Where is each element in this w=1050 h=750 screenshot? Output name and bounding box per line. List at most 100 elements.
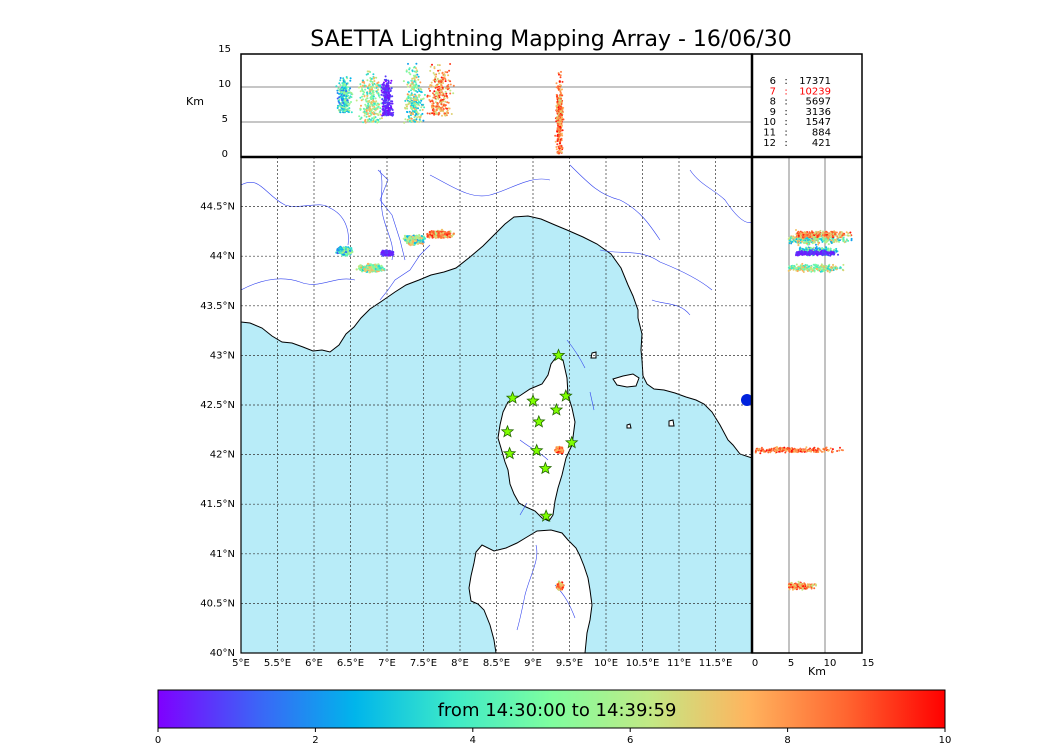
lightning-source-altitude-point	[374, 83, 377, 86]
lightning-source-altitude-point	[375, 104, 378, 107]
legend-source-count: 17371	[799, 76, 831, 87]
lightning-source-altitude-point	[415, 62, 418, 65]
lightning-source-side-point	[816, 248, 818, 250]
lightning-source-side-point	[829, 267, 832, 270]
legend-source-count: 5697	[806, 97, 831, 108]
lightning-source-altitude-point	[440, 88, 443, 91]
lightning-source-altitude-point	[374, 97, 377, 100]
lightning-source-altitude-point	[559, 127, 562, 130]
lightning-source-altitude-point	[557, 129, 560, 132]
lightning-source-altitude-point	[409, 112, 412, 115]
lightning-source-altitude-point	[370, 98, 373, 101]
lightning-source-side-point	[825, 265, 828, 268]
lightning-source-altitude-point	[558, 152, 560, 155]
lightning-source-altitude-point	[365, 110, 368, 113]
lightning-source-side-point	[849, 231, 852, 234]
lightning-source-altitude-point	[437, 85, 440, 88]
lightning-source-point	[404, 238, 407, 242]
lightning-source-point	[406, 235, 409, 238]
lightning-source-altitude-point	[410, 79, 413, 82]
lightning-source-side-point	[791, 236, 794, 239]
lightning-source-altitude-point	[350, 91, 353, 94]
lightning-source-side-point	[843, 241, 846, 244]
lightning-source-altitude-point	[446, 101, 449, 104]
lightning-source-altitude-point	[343, 110, 346, 113]
lightning-source-point	[370, 268, 373, 272]
lightning-source-altitude-point	[555, 82, 558, 85]
lightning-source-altitude-point	[415, 86, 418, 89]
lightning-source-altitude-point	[441, 106, 444, 109]
lma-station-star-icon	[539, 509, 553, 522]
lightning-source-side-point	[801, 262, 804, 265]
lightning-source-altitude-point	[433, 73, 436, 76]
lightning-source-altitude-point	[447, 79, 450, 82]
lightning-source-side-point	[807, 253, 809, 256]
lightning-source-side-point	[797, 237, 799, 240]
lightning-source-altitude-point	[372, 95, 375, 98]
lightning-source-altitude-point	[444, 80, 447, 83]
lightning-source-altitude-point	[414, 89, 417, 92]
lightning-source-altitude-point	[421, 108, 424, 111]
lightning-source-altitude-point	[381, 114, 384, 117]
lightning-source-point	[390, 252, 393, 255]
lightning-source-altitude-point	[405, 70, 408, 73]
lightning-source-altitude-point	[412, 113, 415, 116]
lightning-source-altitude-point	[390, 102, 393, 105]
lightning-source-altitude-point	[368, 84, 371, 87]
lightning-source-altitude-point	[361, 88, 364, 91]
lma-station-star-icon	[559, 389, 573, 402]
lightning-source-altitude-point	[390, 79, 393, 82]
lightning-source-altitude-point	[446, 85, 449, 88]
lightning-source-altitude-point	[413, 78, 416, 81]
lightning-source-side-point	[821, 247, 823, 250]
lightning-source-altitude-point	[336, 97, 339, 100]
lightning-source-point	[444, 231, 447, 234]
lightning-source-side-point	[819, 229, 822, 232]
lightning-source-altitude-point	[408, 116, 410, 119]
lightning-source-altitude-point	[439, 69, 441, 72]
lightning-source-point	[366, 262, 370, 266]
lightning-source-altitude-point	[411, 77, 414, 80]
lightning-source-point	[388, 251, 391, 255]
lightning-source-altitude-point	[371, 85, 374, 88]
lightning-source-altitude-point	[410, 102, 413, 105]
lightning-source-side-point	[799, 235, 802, 238]
lightning-source-point	[392, 253, 395, 256]
lightning-source-altitude-point	[414, 74, 417, 77]
top-panel-sources	[335, 62, 565, 155]
lightning-source-altitude-point	[446, 71, 449, 74]
lightning-source-side-point	[832, 263, 835, 266]
lightning-source-side-point	[795, 252, 798, 254]
lightning-source-altitude-point	[384, 89, 387, 92]
lightning-source-side-point	[795, 229, 797, 231]
lightning-source-altitude-point	[369, 88, 371, 91]
lightning-source-altitude-point	[377, 93, 380, 96]
lightning-source-altitude-point	[419, 109, 422, 112]
lightning-source-altitude-point	[342, 108, 345, 111]
lightning-source-altitude-point	[373, 102, 376, 105]
lightning-source-side-point	[812, 263, 815, 266]
lightning-source-point	[418, 234, 421, 237]
blue-source-marker	[741, 394, 753, 406]
sardinia	[468, 529, 593, 653]
lightning-source-altitude-point	[337, 87, 340, 90]
lightning-source-altitude-point	[559, 142, 561, 145]
lightning-source-point	[357, 265, 361, 268]
lightning-source-point	[431, 234, 434, 237]
lightning-source-side-point	[842, 240, 845, 242]
lightning-source-altitude-point	[408, 67, 411, 70]
lma-stations	[500, 348, 579, 522]
lightning-source-altitude-point	[556, 127, 559, 130]
legend-station-number: 7	[770, 86, 776, 97]
lightning-source-side-point	[797, 266, 800, 269]
map-graticule	[241, 157, 752, 653]
lightning-source-altitude-point	[417, 84, 420, 87]
top-panel-frame	[240, 53, 753, 158]
legend-station-number: 12	[763, 138, 776, 149]
lightning-source-altitude-point	[412, 74, 415, 77]
lightning-source-altitude-point	[431, 112, 434, 115]
lightning-source-side-point	[806, 264, 809, 267]
lightning-source-altitude-point	[390, 87, 393, 90]
lightning-source-altitude-point	[416, 73, 419, 76]
